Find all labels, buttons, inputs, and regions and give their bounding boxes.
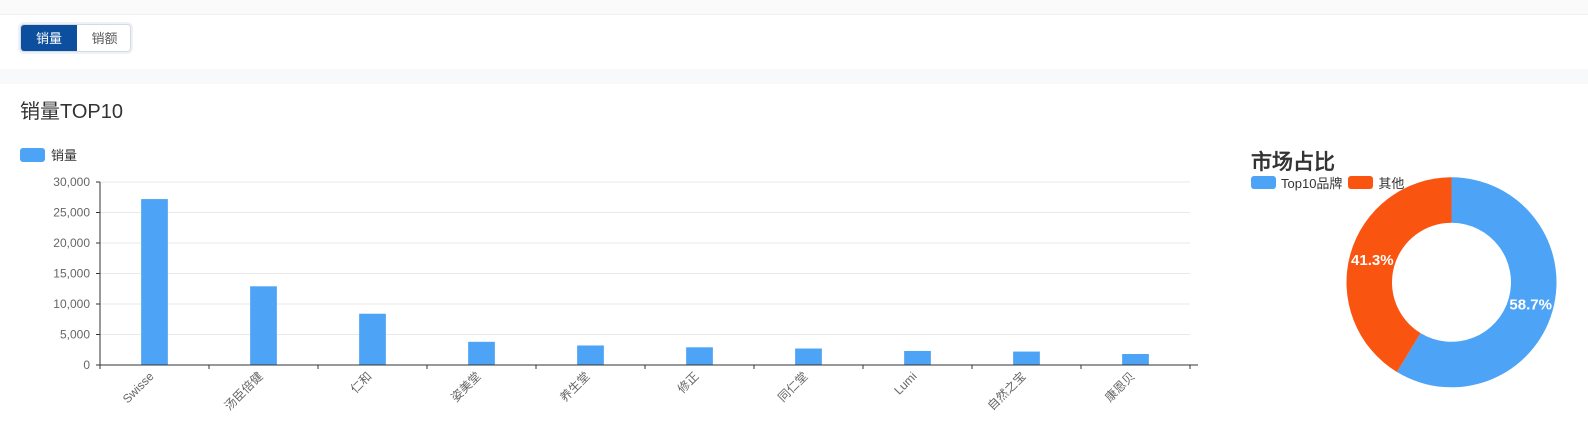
svg-text:58.7%: 58.7% [1509, 297, 1552, 314]
svg-text:41.3%: 41.3% [1351, 252, 1394, 269]
